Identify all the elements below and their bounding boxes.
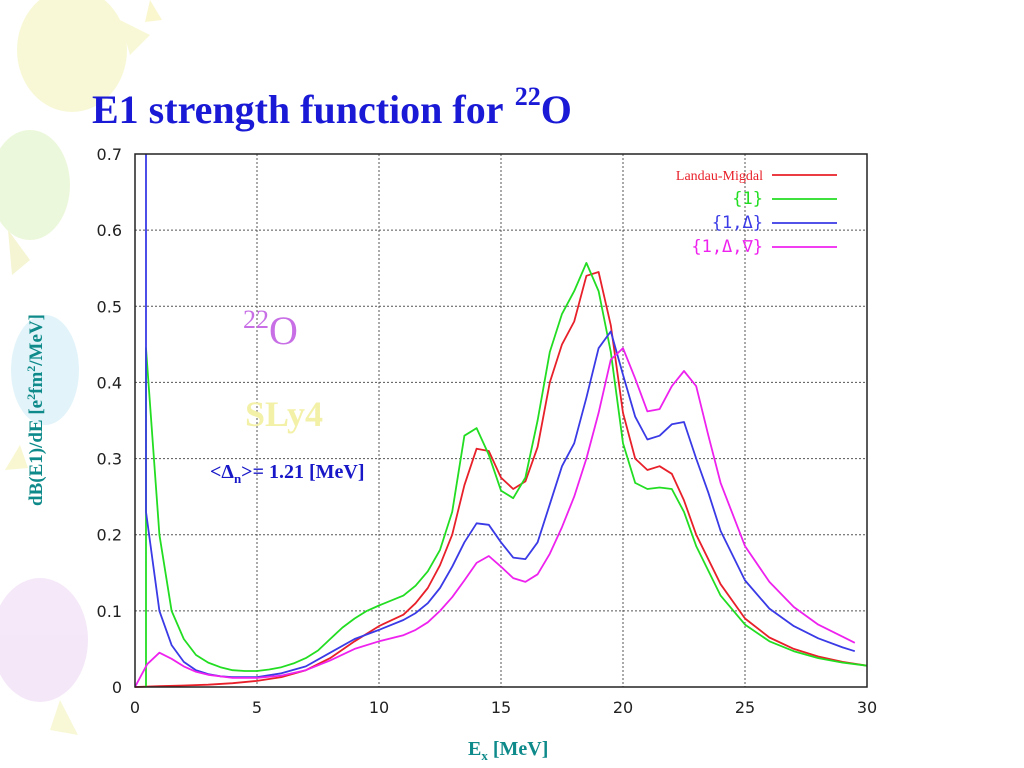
- x-tick-label: 10: [369, 698, 389, 717]
- x-axis-label-sub: x: [481, 748, 488, 763]
- x-tick-label: 0: [130, 698, 140, 717]
- pairing-gap-label: <Δn>= 1.21 [MeV]: [210, 461, 364, 487]
- force-label: SLy4: [245, 394, 324, 434]
- legend-label-1: Landau-Migdal: [676, 169, 763, 184]
- y-axis-label: dB(E1)/dE [e2fm2/MeV]: [24, 314, 48, 506]
- blue-balloon-icon: [5, 315, 79, 470]
- y-axis-label-end: /MeV]: [26, 314, 48, 366]
- y-tick-label: 0.7: [97, 145, 122, 164]
- series-line-2: [145, 261, 868, 687]
- x-tick-label: 15: [491, 698, 511, 717]
- gap-rest: >= 1.21 [MeV]: [241, 461, 365, 483]
- y-axis-label-main: dB(E1)/dE [e: [26, 399, 48, 506]
- nucleus-label: 22O: [243, 305, 298, 354]
- y-tick-label: 0: [112, 678, 122, 697]
- plot-frame: [134, 153, 868, 688]
- chart-series: [134, 154, 868, 688]
- yellow-balloon-icon: [17, 0, 162, 112]
- title-mass-number: 22: [514, 82, 541, 111]
- y-tick-label: 0.2: [97, 526, 122, 545]
- legend-label-2: {1}: [732, 189, 763, 209]
- x-tick-label: 25: [735, 698, 755, 717]
- y-axis-label-sup2: 2: [23, 365, 38, 372]
- chart-legend: Landau-Migdal {1} {1,Δ} {1,Δ,∇}: [676, 169, 837, 257]
- title-text: E1 strength function for: [92, 87, 503, 132]
- x-axis-label-main: E: [468, 738, 482, 760]
- gap-open: <Δ: [210, 461, 234, 483]
- y-tick-label: 0.6: [97, 221, 122, 240]
- y-tick-label: 0.1: [97, 602, 122, 621]
- y-tick-label: 0.3: [97, 450, 122, 469]
- x-tick-label: 30: [857, 698, 877, 717]
- x-tick-label: 5: [252, 698, 262, 717]
- legend-label-3: {1,Δ}: [712, 213, 763, 233]
- chart-ticks: 0 5 10 15 20 25 30 0 0.1 0.2 0.3 0.4 0.5 0.6 0.7: [97, 145, 878, 717]
- series-line-4: [134, 347, 856, 688]
- y-axis-label-mid: fm: [26, 371, 48, 394]
- green-balloon-icon: [0, 130, 70, 275]
- title-element: O: [540, 87, 572, 132]
- purple-balloon-icon: [0, 578, 88, 735]
- nucleus-mass: 22: [243, 305, 269, 334]
- legend-label-4: {1,Δ,∇}: [691, 237, 763, 257]
- gap-sub: n: [233, 471, 242, 486]
- x-axis-label: Ex [MeV]: [468, 738, 548, 764]
- slide-title: E1 strength function for 22O: [92, 82, 572, 133]
- y-axis-label-sup1: 2: [23, 393, 38, 400]
- chart-grid: [135, 154, 867, 687]
- x-tick-label: 20: [613, 698, 633, 717]
- x-axis-label-unit: [MeV]: [487, 738, 549, 760]
- y-tick-label: 0.5: [97, 297, 122, 316]
- nucleus-symbol: O: [269, 308, 298, 353]
- y-tick-label: 0.4: [97, 373, 122, 392]
